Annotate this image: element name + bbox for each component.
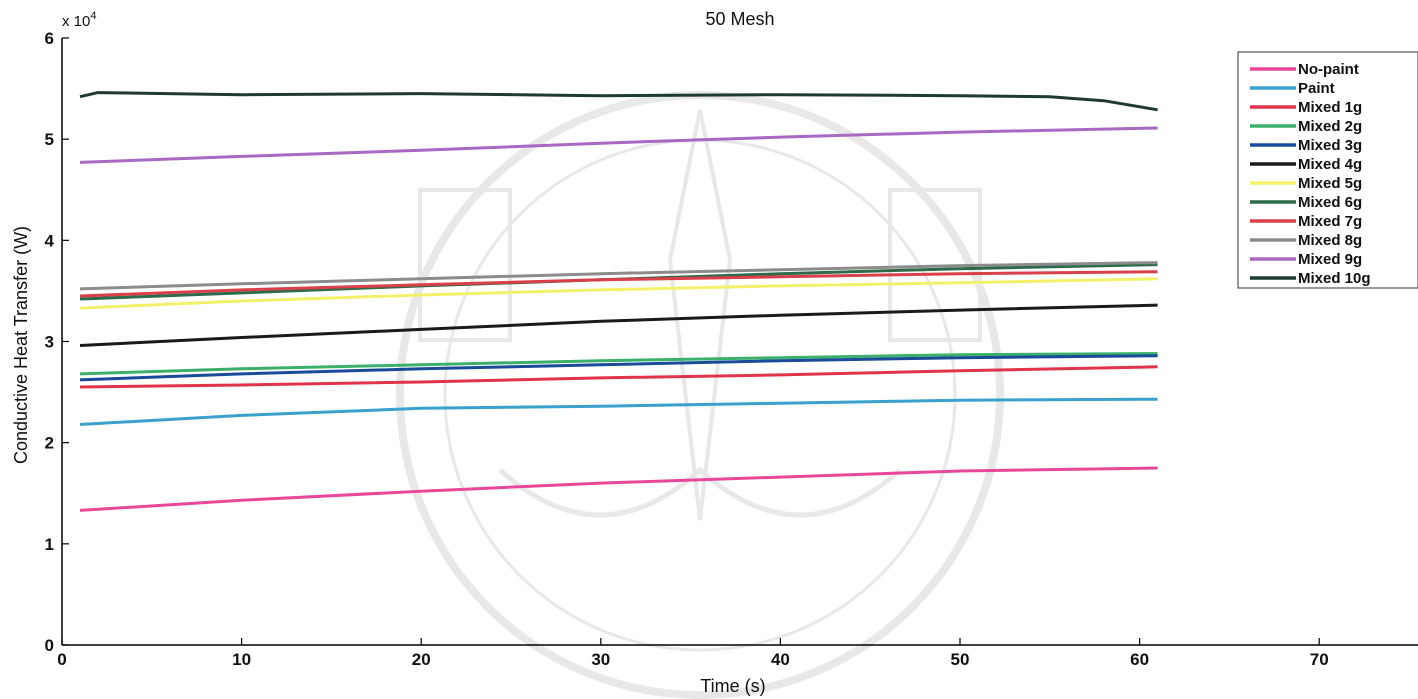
legend-box [1237, 51, 1418, 289]
y-axis-label: Conductive Heat Transfer (W) [11, 226, 31, 464]
series-line-no-paint [79, 466, 1158, 512]
y-tick-label: 0 [45, 636, 54, 655]
legend-label: No-paint [1298, 61, 1359, 78]
x-axis-label: Time (s) [700, 676, 765, 696]
series-line-mixed-7g [79, 270, 1158, 298]
y-tick-label: 3 [45, 333, 54, 352]
series-line-mixed-5g [79, 277, 1158, 310]
x-tick-label: 70 [1310, 650, 1329, 669]
series-line-mixed-9g [79, 126, 1158, 164]
series-line-mixed-1g [79, 365, 1158, 389]
legend-label: Mixed 3g [1298, 137, 1362, 154]
legend-label: Mixed 5g [1298, 175, 1362, 192]
x-tick-label: 40 [771, 650, 790, 669]
legend-label: Mixed 6g [1298, 194, 1362, 211]
x-tick-label: 10 [232, 650, 251, 669]
series-line-mixed-2g [79, 352, 1158, 376]
y-exponent-label: x 104 [62, 10, 96, 30]
y-tick-label: 5 [45, 130, 54, 149]
x-tick-label: 0 [57, 650, 66, 669]
legend-label: Mixed 1g [1298, 99, 1362, 116]
y-tick-label: 6 [45, 29, 54, 48]
legend: No-paint Paint Mixed 1g Mixed 2g Mixed 3g Mix… [1237, 51, 1418, 289]
chart-title: 50 Mesh [705, 9, 774, 29]
legend-label: Mixed 7g [1298, 213, 1362, 230]
series-line-paint [79, 397, 1158, 426]
legend-label: Mixed 10g [1298, 270, 1371, 287]
legend-label: Mixed 4g [1298, 156, 1362, 173]
x-tick-label: 60 [1130, 650, 1149, 669]
y-tick-label: 2 [45, 434, 54, 453]
y-tick-label: 1 [45, 535, 54, 554]
series-line-mixed-8g [79, 261, 1158, 291]
series-line-mixed-10g [79, 91, 1158, 112]
legend-label: Mixed 9g [1298, 251, 1362, 268]
y-tick-label: 4 [45, 231, 55, 250]
x-tick-label: 20 [412, 650, 431, 669]
x-tick-label: 50 [951, 650, 970, 669]
watermark-seal [396, 91, 1004, 699]
x-tick-label: 30 [591, 650, 610, 669]
legend-label: Mixed 8g [1298, 232, 1362, 249]
legend-label: Mixed 2g [1298, 118, 1362, 135]
legend-label: Paint [1298, 80, 1335, 97]
series-line-mixed-3g [79, 354, 1158, 382]
series-line-mixed-4g [79, 303, 1158, 347]
